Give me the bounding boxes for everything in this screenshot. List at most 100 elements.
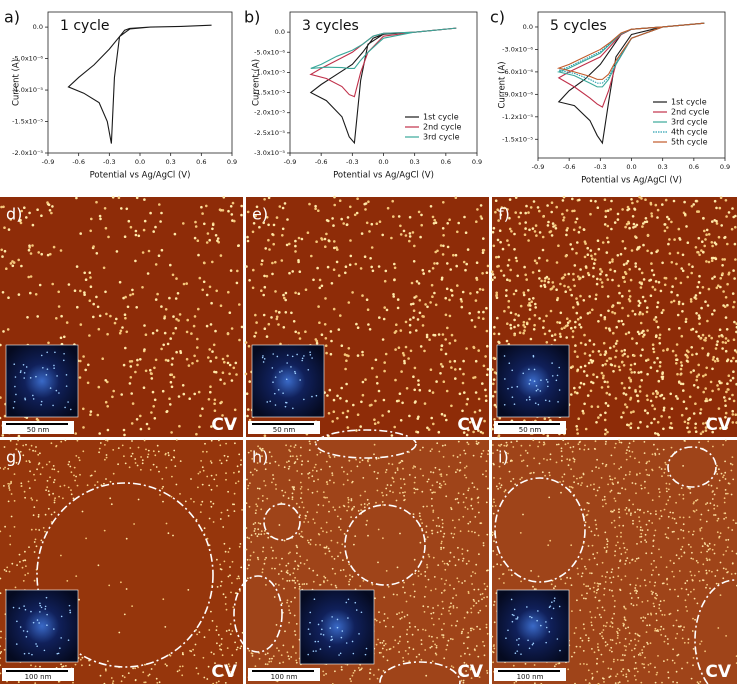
afm-particle bbox=[294, 596, 296, 599]
afm-particle bbox=[472, 628, 475, 631]
fft-spot bbox=[60, 615, 63, 618]
fft-spot bbox=[301, 357, 304, 360]
afm-particle bbox=[223, 542, 226, 545]
afm-particle bbox=[444, 313, 448, 317]
afm-particle bbox=[92, 315, 95, 319]
afm-particle bbox=[51, 205, 54, 208]
afm-particle bbox=[442, 535, 445, 538]
afm-particle bbox=[455, 264, 459, 268]
afm-particle bbox=[119, 329, 123, 333]
afm-particle bbox=[216, 485, 218, 487]
afm-particle bbox=[288, 579, 291, 582]
afm-particle bbox=[426, 426, 429, 430]
afm-particle bbox=[450, 665, 453, 667]
afm-particle bbox=[25, 565, 27, 567]
afm-particle bbox=[127, 672, 130, 674]
afm-particle bbox=[566, 227, 569, 230]
afm-particle bbox=[316, 511, 318, 514]
legend-label: 2nd cycle bbox=[423, 123, 462, 132]
afm-particle bbox=[604, 209, 608, 213]
afm-particle bbox=[353, 543, 355, 546]
afm-particle bbox=[548, 230, 552, 234]
afm-particle bbox=[426, 305, 429, 309]
afm-particle bbox=[486, 344, 489, 348]
afm-particle bbox=[439, 482, 441, 485]
afm-particle bbox=[221, 357, 225, 361]
afm-particle bbox=[288, 449, 290, 451]
afm-particle bbox=[324, 245, 327, 248]
afm-particle bbox=[214, 329, 217, 333]
afm-particle bbox=[724, 399, 727, 403]
afm-particle bbox=[397, 642, 400, 645]
afm-particle bbox=[408, 660, 411, 663]
afm-particle bbox=[649, 201, 653, 205]
afm-particle bbox=[391, 199, 395, 203]
afm-particle bbox=[169, 337, 172, 340]
afm-particle bbox=[442, 380, 446, 384]
afm-particle bbox=[0, 416, 2, 420]
fft-spot bbox=[282, 392, 284, 394]
afm-particle bbox=[566, 321, 570, 325]
afm-particle bbox=[441, 628, 443, 631]
afm-particle bbox=[635, 236, 638, 239]
afm-particle bbox=[444, 568, 447, 571]
afm-particle bbox=[408, 235, 412, 238]
afm-particle bbox=[420, 658, 423, 661]
afm-particle bbox=[186, 318, 189, 322]
afm-particle bbox=[376, 489, 379, 492]
fft-spot bbox=[503, 355, 506, 357]
afm-particle bbox=[594, 200, 597, 203]
afm-particle bbox=[456, 468, 459, 471]
afm-particle bbox=[211, 223, 215, 227]
afm-particle bbox=[509, 311, 513, 315]
afm-particle bbox=[166, 664, 168, 667]
afm-particle bbox=[123, 676, 126, 679]
afm-particle bbox=[176, 670, 179, 673]
afm-particle bbox=[292, 646, 294, 649]
afm-particle bbox=[336, 248, 339, 251]
afm-particle bbox=[222, 526, 225, 528]
afm-particle bbox=[550, 234, 554, 237]
fft-spot bbox=[544, 399, 547, 402]
afm-particle bbox=[434, 588, 437, 590]
afm-particle bbox=[413, 558, 416, 561]
afm-particle bbox=[22, 444, 25, 447]
afm-particle bbox=[463, 391, 466, 394]
afm-particle bbox=[683, 200, 686, 204]
afm-particle bbox=[559, 335, 562, 338]
afm-particle bbox=[203, 527, 206, 530]
afm-particle bbox=[431, 295, 434, 299]
afm-particle bbox=[366, 498, 369, 501]
afm-particle bbox=[290, 600, 293, 603]
afm-particle bbox=[134, 370, 137, 374]
afm-particle bbox=[374, 358, 378, 362]
afm-particle bbox=[556, 298, 559, 302]
afm-particle bbox=[205, 241, 209, 244]
fft-spot bbox=[307, 653, 310, 656]
afm-particle bbox=[667, 328, 671, 331]
afm-particle bbox=[499, 240, 502, 244]
cv-curve bbox=[67, 24, 212, 144]
afm-particle bbox=[376, 677, 379, 680]
afm-particle bbox=[485, 470, 487, 472]
x-tick-label: 0.0 bbox=[135, 158, 145, 166]
afm-particle bbox=[434, 303, 438, 307]
afm-particle bbox=[237, 480, 240, 483]
afm-particle bbox=[641, 295, 645, 299]
afm-particle bbox=[227, 490, 230, 493]
afm-particle bbox=[425, 674, 428, 677]
afm-particle bbox=[619, 252, 623, 256]
afm-particle bbox=[252, 268, 255, 272]
afm-particle bbox=[550, 201, 554, 204]
afm-particle bbox=[729, 379, 732, 382]
afm-particle bbox=[3, 648, 6, 651]
afm-particle bbox=[133, 523, 136, 525]
afm-particle bbox=[602, 374, 605, 378]
afm-particle bbox=[293, 630, 296, 632]
afm-particle bbox=[385, 649, 388, 651]
afm-particle bbox=[255, 321, 258, 324]
afm-particle bbox=[335, 586, 338, 589]
afm-particle bbox=[437, 517, 440, 519]
afm-particle bbox=[295, 623, 298, 625]
afm-particle bbox=[603, 418, 607, 422]
